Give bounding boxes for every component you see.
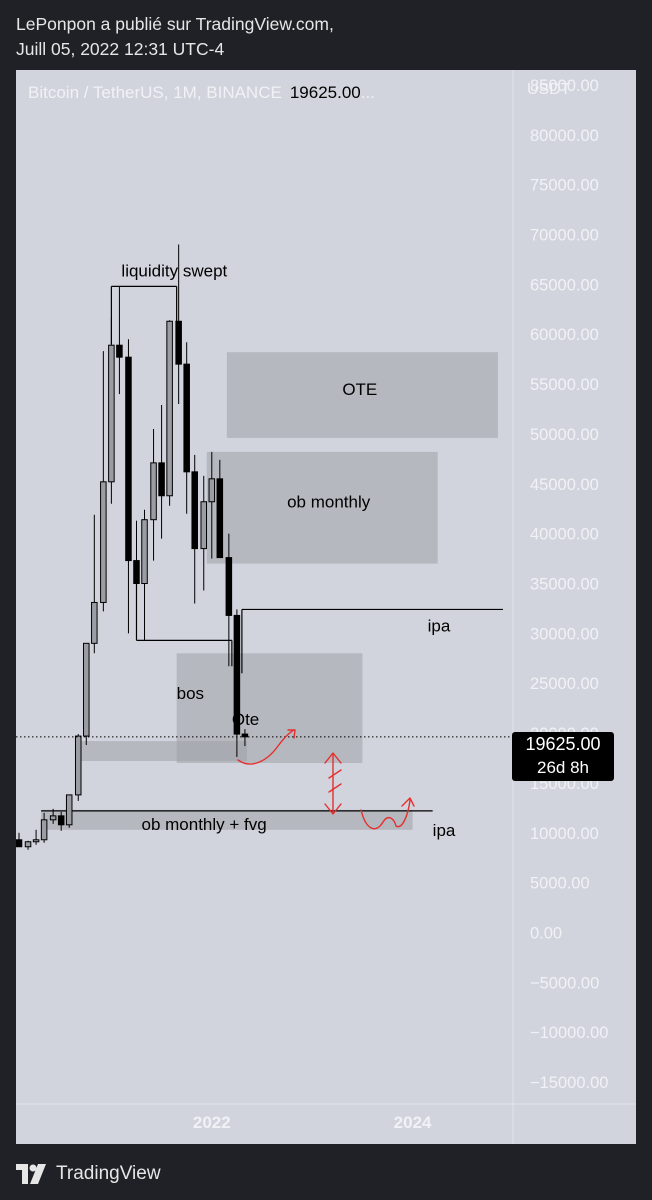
chart-annotation: ob monthly bbox=[287, 493, 371, 512]
candle-body bbox=[208, 478, 216, 503]
zone-box bbox=[41, 809, 413, 830]
chart-annotation: ob monthly + fvg bbox=[142, 815, 267, 834]
y-tick-label: 45000.00 bbox=[530, 476, 599, 494]
chart-annotation: liquidity swept bbox=[121, 261, 227, 280]
footer-brand: TradingView bbox=[56, 1163, 161, 1184]
candle-body bbox=[116, 344, 123, 358]
currency-label: USDT bbox=[527, 81, 571, 98]
zone-box bbox=[76, 741, 247, 761]
candle-body bbox=[74, 735, 82, 796]
y-tick-label: 55000.00 bbox=[530, 376, 599, 394]
x-tick-label: 2024 bbox=[394, 1113, 432, 1132]
y-tick-label: 75000.00 bbox=[530, 177, 599, 195]
candle-body bbox=[233, 614, 241, 735]
candle-body bbox=[166, 320, 173, 497]
y-tick-label: −10000.00 bbox=[530, 1024, 608, 1042]
y-tick-label: −15000.00 bbox=[530, 1074, 608, 1092]
red-squiggle-arrow bbox=[360, 797, 415, 830]
legend-suffix: ... bbox=[360, 83, 375, 102]
zone-box bbox=[206, 451, 438, 564]
y-tick-label: 25000.00 bbox=[530, 675, 599, 693]
y-tick-label: 10000.00 bbox=[530, 825, 599, 843]
chart-annotation: Ote bbox=[232, 710, 259, 729]
chart-legend: Bitcoin / TetherUS, 1M, BINANCE 19625.00.… bbox=[28, 83, 375, 103]
candle-body bbox=[125, 356, 132, 562]
candle-body bbox=[175, 320, 182, 365]
x-tick-label: 2022 bbox=[193, 1113, 231, 1132]
candle-body bbox=[150, 462, 157, 521]
footer: TradingView bbox=[16, 1160, 161, 1188]
red-double-arrow bbox=[324, 752, 342, 815]
candle-body bbox=[183, 363, 190, 473]
legend-price: 19625.00 bbox=[289, 83, 361, 102]
candle-body bbox=[16, 839, 23, 848]
candle-body bbox=[108, 344, 115, 483]
chart-annotation: ipa bbox=[433, 821, 456, 840]
y-tick-label: 80000.00 bbox=[530, 127, 599, 145]
candle-body bbox=[191, 471, 198, 550]
y-tick-label: 5000.00 bbox=[530, 875, 590, 893]
candle-body bbox=[40, 819, 48, 841]
candle-body bbox=[216, 478, 224, 559]
candle-body bbox=[225, 557, 233, 616]
red-arrow-path bbox=[237, 729, 296, 765]
chart-panel[interactable]: liquidity swept ob monthly OTE ipa bos Ote ob … bbox=[16, 70, 636, 1144]
candle-body bbox=[158, 462, 165, 497]
candle-body bbox=[65, 794, 73, 826]
date-line: Juill 05, 2022 12:31 UTC-4 bbox=[16, 39, 225, 59]
y-tick-label: 40000.00 bbox=[530, 526, 599, 544]
candle-body bbox=[91, 601, 98, 644]
candle-body bbox=[100, 481, 107, 603]
candle-body bbox=[24, 841, 32, 848]
tradingview-logo-icon bbox=[16, 1164, 46, 1184]
y-tick-label: 50000.00 bbox=[530, 426, 599, 444]
author-line: LePonpon a publié sur TradingView.com, bbox=[16, 14, 334, 34]
chart-annotation: OTE bbox=[342, 380, 377, 399]
candle-body bbox=[141, 519, 148, 585]
y-tick-label: 30000.00 bbox=[530, 625, 599, 643]
candle-body bbox=[200, 501, 208, 550]
candle-body bbox=[133, 560, 140, 585]
chart-annotation: bos bbox=[177, 684, 204, 703]
last-price-value: 19625.00 bbox=[525, 734, 601, 754]
y-tick-label: 60000.00 bbox=[530, 326, 599, 344]
candle-body bbox=[49, 815, 57, 821]
zone-box bbox=[226, 352, 498, 438]
y-tick-label: 0.00 bbox=[530, 924, 562, 942]
y-tick-label: 70000.00 bbox=[530, 227, 599, 245]
y-tick-label: 85000.00 bbox=[530, 77, 599, 95]
post-header: LePonpon a publié sur TradingView.com, J… bbox=[16, 12, 334, 62]
last-price-label: 19625.00 26d 8h bbox=[512, 732, 614, 781]
candle-body bbox=[83, 642, 90, 737]
chart-annotation: ipa bbox=[428, 616, 451, 635]
candlestick-chart[interactable]: liquidity swept ob monthly OTE ipa bos Ote ob … bbox=[16, 70, 636, 1144]
candle-body bbox=[57, 815, 65, 826]
y-tick-label: 35000.00 bbox=[530, 576, 599, 594]
candle-body bbox=[32, 839, 40, 843]
symbol-title: Bitcoin / TetherUS, 1M, BINANCE bbox=[28, 83, 282, 102]
y-tick-label: 65000.00 bbox=[530, 276, 599, 294]
y-tick-label: −5000.00 bbox=[530, 974, 599, 992]
candle-countdown: 26d 8h bbox=[537, 758, 589, 777]
